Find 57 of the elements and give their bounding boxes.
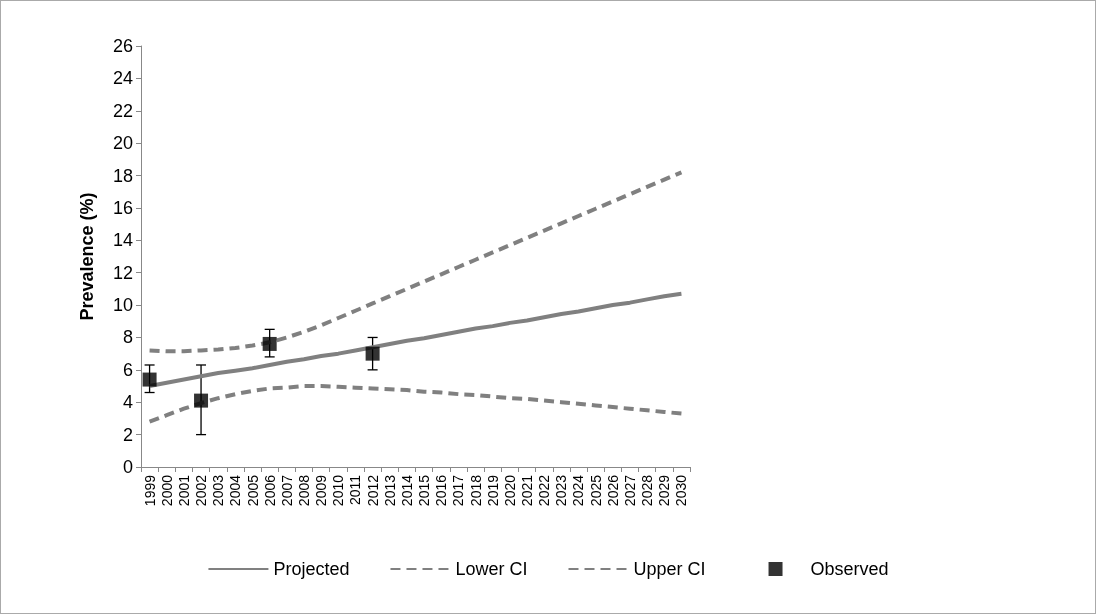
x-tick-label: 2006 [261,474,278,507]
x-tick-label: 2002 [193,474,210,507]
x-tick-label: 2001 [175,474,192,507]
x-tick-label: 2005 [244,474,261,507]
y-tick-label: 0 [122,457,133,477]
x-tick-label: 2007 [278,474,295,507]
x-tick-label: 2030 [673,474,690,507]
y-tick-label: 26 [112,36,133,56]
x-tick-label: 2028 [639,474,656,507]
x-tick-label: 2011 [347,474,364,506]
legend-label: Observed [810,559,889,579]
x-tick-label: 2014 [398,474,415,507]
y-tick-label: 2 [122,424,133,445]
y-tick-label: 22 [112,100,133,121]
y-tick-label: 14 [112,230,133,251]
point [365,346,380,361]
x-tick-label: 2016 [433,474,450,507]
x-tick-label: 2019 [484,474,501,507]
x-tick-label: 2029 [656,474,673,507]
y-tick-label: 6 [122,359,133,380]
x-tick-label: 2008 [295,474,312,507]
x-tick-label: 2012 [364,474,381,507]
x-tick-label: 2022 [536,474,553,507]
x-tick-label: 1999 [141,474,158,507]
y-tick-label: 20 [112,133,133,154]
y-tick-label: 8 [122,327,133,348]
line-series [147,170,684,354]
x-tick-label: 2017 [450,474,467,507]
x-tick-label: 2004 [227,474,244,507]
x-tick-label: 2027 [621,474,638,507]
y-tick-label: 18 [112,165,133,186]
x-tick-label: 2025 [587,474,604,507]
x-tick-label: 2003 [210,474,227,507]
x-tick-label: 2024 [570,474,587,507]
point [142,372,157,387]
y-tick-label: 24 [112,68,133,89]
legend-label: Upper CI [633,559,706,579]
y-tick-label: 16 [112,197,133,218]
x-tick-label: 2026 [604,474,621,507]
x-tick-label: 2009 [313,474,330,507]
y-tick-label: 12 [112,262,133,283]
x-tick-label: 2023 [553,474,570,507]
x-tick-label: 2000 [158,474,175,507]
x-tick-label: 2018 [467,474,484,507]
legend-label: Lower CI [455,559,528,579]
point [194,393,209,408]
x-tick-label: 2021 [519,474,536,507]
y-axis-title: Prevalence (%) [77,192,97,321]
x-tick-label: 2015 [416,474,433,507]
x-tick-label: 2013 [381,474,398,507]
legend-label: Projected [273,559,350,579]
line-series [147,384,684,424]
point [262,336,277,351]
x-tick-label: 2010 [330,474,347,507]
y-tick-label: 4 [122,392,133,413]
y-tick-label: 10 [112,295,133,316]
x-tick-label: 2020 [501,474,518,507]
